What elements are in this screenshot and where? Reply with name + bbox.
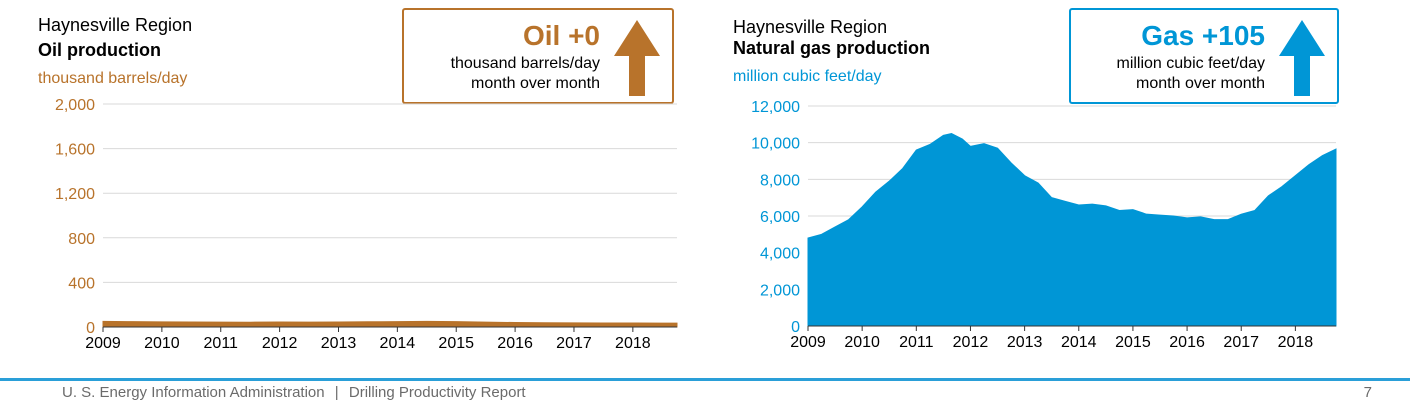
oil-unit-label: thousand barrels/day (38, 70, 188, 87)
gas-callout: Gas +105 million cubic feet/day month ov… (1069, 8, 1339, 104)
x-tick-label: 2009 (790, 334, 826, 351)
x-tick-label: 2016 (1169, 334, 1205, 351)
up-arrow-icon (1279, 20, 1325, 96)
y-tick-label: 800 (68, 231, 95, 248)
y-tick-label: 400 (68, 275, 95, 292)
oil-chart-title: Oil production (38, 40, 161, 60)
y-tick-label: 4,000 (760, 246, 800, 263)
x-tick-label: 2012 (262, 335, 298, 352)
y-tick-label: 12,000 (751, 99, 800, 116)
x-tick-label: 2010 (844, 334, 880, 351)
x-tick-label: 2016 (497, 335, 533, 352)
oil-callout-value: Oil +0 (522, 20, 600, 51)
y-tick-label: 10,000 (751, 136, 800, 153)
oil-callout-unit: thousand barrels/day (450, 55, 600, 72)
y-tick-label: 8,000 (760, 172, 800, 189)
footer-divider (0, 378, 1410, 381)
x-tick-label: 2013 (1007, 334, 1043, 351)
footer-separator: | (334, 384, 339, 401)
page-number: 7 (1363, 384, 1372, 401)
x-tick-label: 2014 (380, 335, 416, 352)
x-tick-label: 2015 (438, 335, 474, 352)
oil-region-title: Haynesville Region (38, 15, 193, 35)
footer-source: U. S. Energy Information Administration … (62, 384, 526, 401)
gas-chart-title: Natural gas production (733, 38, 931, 58)
x-tick-label: 2011 (204, 335, 239, 352)
y-tick-label: 2,000 (760, 282, 800, 299)
x-tick-label: 2017 (1223, 334, 1259, 351)
x-tick-label: 2015 (1115, 334, 1151, 351)
y-tick-label: 2,000 (55, 97, 95, 114)
x-tick-label: 2010 (144, 335, 180, 352)
y-tick-label: 6,000 (760, 209, 800, 226)
x-tick-label: 2018 (615, 335, 651, 352)
oil-callout-period: month over month (471, 75, 600, 92)
footer-report: Drilling Productivity Report (348, 384, 526, 401)
gas-chart-panel: Haynesville Region Natural gas productio… (705, 0, 1410, 370)
y-tick-label: 1,200 (55, 186, 95, 203)
y-tick-label: 1,600 (55, 142, 95, 159)
gas-unit-label: million cubic feet/day (733, 68, 882, 85)
x-tick-label: 2009 (85, 335, 121, 352)
gas-callout-period: month over month (1136, 75, 1265, 92)
area-series (102, 320, 678, 328)
x-tick-label: 2018 (1278, 334, 1314, 351)
area-series (807, 132, 1337, 327)
up-arrow-icon (614, 20, 660, 96)
oil-chart-panel: Haynesville Region Oil production thousa… (0, 0, 700, 370)
footer-agency: U. S. Energy Information Administration (62, 384, 325, 401)
x-tick-label: 2017 (556, 335, 592, 352)
oil-callout: Oil +0 thousand barrels/day month over m… (402, 8, 674, 104)
x-tick-label: 2012 (953, 334, 989, 351)
gas-callout-unit: million cubic feet/day (1116, 55, 1265, 72)
y-tick-label: 0 (86, 320, 95, 337)
y-tick-label: 0 (791, 319, 800, 336)
gas-region-title: Haynesville Region (733, 17, 888, 37)
gas-callout-value: Gas +105 (1141, 20, 1265, 51)
x-tick-label: 2011 (899, 334, 934, 351)
x-tick-label: 2013 (321, 335, 357, 352)
x-tick-label: 2014 (1061, 334, 1097, 351)
